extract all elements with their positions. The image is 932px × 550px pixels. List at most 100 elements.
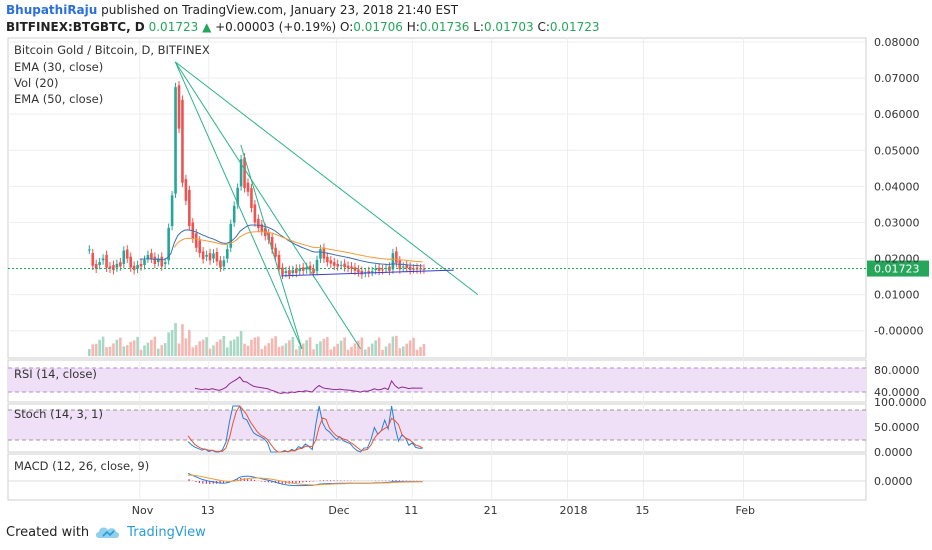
volume-bar	[343, 337, 346, 356]
volume-bar	[101, 336, 105, 356]
candle-body	[174, 87, 177, 194]
volume-bar	[129, 341, 132, 356]
candle-body	[239, 159, 243, 187]
date-tick-label: Feb	[736, 504, 755, 517]
low-label: L:	[473, 20, 484, 34]
volume-bar	[88, 349, 91, 356]
indicator-tick-label: 100.0000	[874, 396, 927, 409]
volume-bar	[267, 343, 270, 356]
ema50-line	[173, 231, 423, 263]
volume-bar	[260, 349, 264, 356]
support-trendline	[281, 269, 454, 277]
close-label: C:	[537, 20, 550, 34]
stoch-band	[8, 410, 866, 440]
author-name[interactable]: BhupathiRaju	[6, 3, 98, 17]
candle-body	[108, 266, 112, 269]
published-text: published on TradingView.com, January 23…	[101, 3, 459, 17]
volume-bar	[281, 345, 284, 356]
open-value: 0.01706	[353, 20, 403, 34]
volume-bar	[250, 339, 253, 356]
volume-bar	[388, 343, 391, 356]
volume-bar	[246, 345, 250, 356]
volume-bar	[336, 343, 339, 356]
candle-body	[346, 265, 350, 268]
candle-body	[284, 271, 288, 273]
volume-bar	[153, 336, 157, 356]
volume-bar	[105, 347, 108, 356]
candle-body	[395, 251, 398, 263]
volume-bar	[419, 346, 422, 356]
volume-bar	[115, 339, 119, 356]
candle-body	[391, 253, 395, 270]
volume-bar	[384, 346, 388, 356]
volume-bar	[208, 348, 212, 356]
close-value: 0.01723	[549, 20, 600, 34]
candle-body	[136, 265, 139, 269]
trendline-down	[174, 61, 479, 296]
indicator-tick-label: 0.0000	[874, 475, 913, 488]
volume-bar	[125, 345, 129, 356]
candle-body	[308, 265, 312, 271]
volume-bar	[370, 343, 374, 356]
candle-body	[315, 259, 319, 272]
candle-body	[374, 268, 377, 271]
candle-body	[229, 223, 233, 248]
volume-bar	[401, 346, 405, 356]
low-value: 0.01703	[483, 20, 534, 34]
date-tick-label: 2018	[560, 504, 588, 517]
candle-body	[291, 270, 295, 273]
macd-line	[187, 472, 423, 487]
volume-bar	[357, 340, 360, 356]
volume-bar	[139, 349, 143, 356]
volume-bar	[329, 349, 333, 356]
volume-bar	[91, 344, 95, 356]
date-tick-label: 21	[484, 504, 498, 517]
trendline-down	[174, 61, 361, 350]
volume-bars	[88, 323, 426, 356]
volume-bar	[322, 338, 326, 356]
volume-bar	[353, 343, 357, 356]
volume-bar	[98, 339, 101, 356]
volume-bar	[170, 329, 174, 356]
rsi-line	[194, 376, 423, 394]
volume-bar	[226, 347, 229, 356]
candle-body	[336, 263, 339, 267]
indicator-tick-label: 0.0000	[874, 446, 913, 459]
indicator-lines	[8, 367, 866, 487]
price-tick-label: 0.07000	[874, 72, 920, 85]
candle-body	[198, 240, 201, 254]
high-label: H:	[406, 20, 420, 34]
macd-signal-line	[188, 474, 423, 486]
volume-bar	[136, 336, 139, 356]
candle-body	[105, 254, 108, 268]
candle-body	[181, 99, 184, 183]
candle-body	[312, 268, 315, 273]
volume-bar	[143, 345, 146, 356]
volume-bar	[253, 337, 257, 356]
volume-bar	[301, 343, 305, 356]
candle-body	[208, 253, 212, 261]
footer: Created with TradingView	[6, 524, 206, 540]
candle-body	[377, 267, 381, 271]
chart-canvas[interactable]: 0.01723 0.08000 0.07000 0.06000 0.05000 0.04…	[0, 0, 932, 520]
legend-ema30: EMA (30, close)	[14, 60, 103, 74]
volume-bar	[360, 337, 364, 356]
volume-bar	[408, 340, 412, 356]
main-pane-frame	[7, 37, 867, 359]
price-axis: 0.08000 0.07000 0.06000 0.05000 0.04000 0.030…	[874, 36, 927, 488]
volume-bar	[167, 332, 170, 356]
candle-body	[91, 253, 95, 266]
candle-body	[122, 250, 126, 264]
candle-body	[253, 204, 257, 223]
candle-body	[167, 227, 170, 261]
volume-bar	[415, 349, 419, 356]
candle-body	[236, 187, 239, 205]
volume-bar	[243, 343, 246, 356]
volume-bar	[364, 349, 367, 356]
volume-bar	[122, 346, 126, 356]
candle-body	[129, 256, 132, 268]
candlesticks	[88, 80, 426, 280]
candle-body	[405, 265, 408, 268]
tradingview-brand[interactable]: TradingView	[127, 524, 206, 540]
price-tick-label: 0.05000	[874, 144, 920, 157]
